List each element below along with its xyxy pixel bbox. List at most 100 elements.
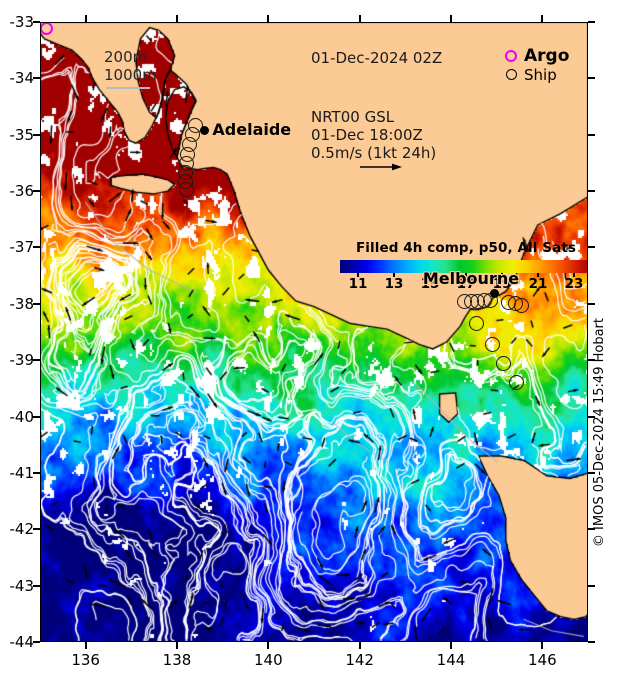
depth-contour-sample-line [106, 87, 150, 89]
axis-tick [267, 642, 270, 649]
depth-200m-label: 200m [104, 48, 148, 66]
credit-label: © IMOS 05-Dec-2024 15:49 Hobart [592, 318, 607, 548]
city-label: Melbourne [422, 269, 520, 289]
legend-label-argo: Argo [524, 45, 570, 66]
axis-tick [33, 415, 40, 418]
model-name-label: NRT00 GSL [311, 108, 395, 126]
axis-tick [33, 77, 40, 80]
legend-item-ship: Ship [502, 65, 569, 84]
current-vector-layer [40, 22, 588, 642]
ship-observation-marker[interactable] [179, 182, 195, 198]
y-tick-label: -44 [9, 633, 35, 651]
x-tick-label: 140 [254, 651, 283, 669]
axis-tick [33, 528, 40, 531]
y-tick-label: -33 [9, 13, 35, 31]
axis-tick [450, 642, 452, 649]
axis-tick [33, 471, 40, 474]
axis-tick [588, 415, 595, 418]
y-tick-label: -34 [9, 69, 35, 88]
axis-tick [84, 642, 87, 649]
model-time-label: 01-Dec 18:00Z [311, 126, 423, 144]
ship-observation-marker[interactable] [468, 316, 484, 332]
colorbar-tick [393, 273, 395, 277]
axis-tick [33, 584, 40, 587]
axis-tick [33, 359, 40, 362]
colorbar-tick-label: 23 [564, 276, 584, 292]
colorbar-tick [537, 273, 539, 277]
axis-tick [33, 246, 40, 249]
vector-scale-label: 0.5m/s (1kt 24h) [311, 144, 437, 162]
axis-tick [33, 641, 40, 643]
x-tick-label: 136 [71, 651, 100, 669]
colorbar-tick [501, 273, 503, 277]
axis-tick [541, 642, 544, 649]
axis-tick [588, 528, 595, 531]
y-tick-label: -37 [9, 238, 35, 257]
colorbar-title: Filled 4h comp, p50, All Sats [355, 240, 577, 256]
axis-tick [588, 471, 595, 474]
vector-scale-arrow-icon [360, 163, 402, 171]
observation-legend: Argo Ship [502, 46, 569, 84]
y-tick-label: -42 [9, 520, 35, 539]
colorbar-tick-labels: 11 13 15 17 19 21 23 [340, 273, 588, 292]
axis-tick [541, 15, 544, 22]
legend-item-argo: Argo [502, 45, 570, 66]
x-tick-label: 144 [436, 651, 466, 669]
timestamp-label: 01-Dec-2024 02Z [311, 49, 443, 67]
axis-tick [588, 302, 595, 305]
axis-tick [450, 15, 452, 22]
axis-tick [176, 642, 178, 649]
axis-tick [588, 21, 595, 23]
colorbar-tick [429, 273, 431, 277]
y-tick-label: -40 [9, 407, 35, 426]
colorbar-tick-label: 17 [456, 276, 476, 292]
legend-label-ship: Ship [524, 65, 557, 84]
ship-observation-marker[interactable] [496, 355, 512, 371]
argo-float-marker[interactable] [40, 22, 53, 35]
city-marker-dot [199, 126, 209, 136]
colorbar-tick-label: 15 [420, 276, 440, 292]
x-tick-label: 142 [345, 651, 374, 669]
y-tick-label: -38 [9, 294, 35, 313]
axis-tick [33, 21, 40, 23]
axis-tick [588, 190, 595, 193]
axis-tick [33, 190, 40, 193]
depth-1000m-label: 1000m [104, 66, 157, 84]
axis-tick [588, 359, 595, 362]
axis-tick [267, 15, 270, 22]
y-tick-label: -41 [9, 463, 35, 482]
colorbar-tick [465, 273, 467, 277]
argo-marker-icon [502, 49, 520, 62]
axis-tick [588, 246, 595, 249]
ship-observation-marker[interactable] [508, 375, 524, 391]
colorbar-tick-label: 19 [492, 276, 512, 292]
colorbar: Filled 4h comp, p50, All Sats 11 13 15 17 19… [340, 240, 588, 292]
axis-tick [588, 77, 595, 80]
colorbar-gradient [340, 260, 588, 273]
city-label: Adelaide [212, 119, 292, 139]
axis-tick [176, 15, 178, 22]
axis-tick [358, 15, 361, 22]
y-tick-label: -39 [9, 351, 35, 370]
x-tick-label: 146 [528, 651, 557, 669]
axis-tick [33, 302, 40, 305]
axis-tick [588, 133, 595, 136]
colorbar-tick-label: 21 [528, 276, 548, 292]
axis-tick [33, 133, 40, 136]
axis-tick [358, 642, 361, 649]
ship-marker-icon [502, 69, 520, 80]
axis-tick [84, 15, 87, 22]
colorbar-tick [573, 273, 575, 277]
y-tick-label: -35 [9, 125, 35, 144]
colorbar-tick-label: 11 [348, 276, 368, 292]
y-tick-label: -36 [9, 182, 35, 201]
axis-tick [588, 641, 595, 643]
ship-observation-marker[interactable] [514, 297, 530, 313]
ship-observation-marker[interactable] [484, 337, 500, 353]
colorbar-tick-label: 13 [384, 276, 404, 292]
axis-tick [588, 584, 595, 587]
colorbar-tick [357, 273, 359, 277]
map-plot-area[interactable]: 200m 1000m 01-Dec-2024 02Z NRT00 GSL 01-… [40, 22, 588, 642]
y-tick-label: -43 [9, 576, 35, 595]
